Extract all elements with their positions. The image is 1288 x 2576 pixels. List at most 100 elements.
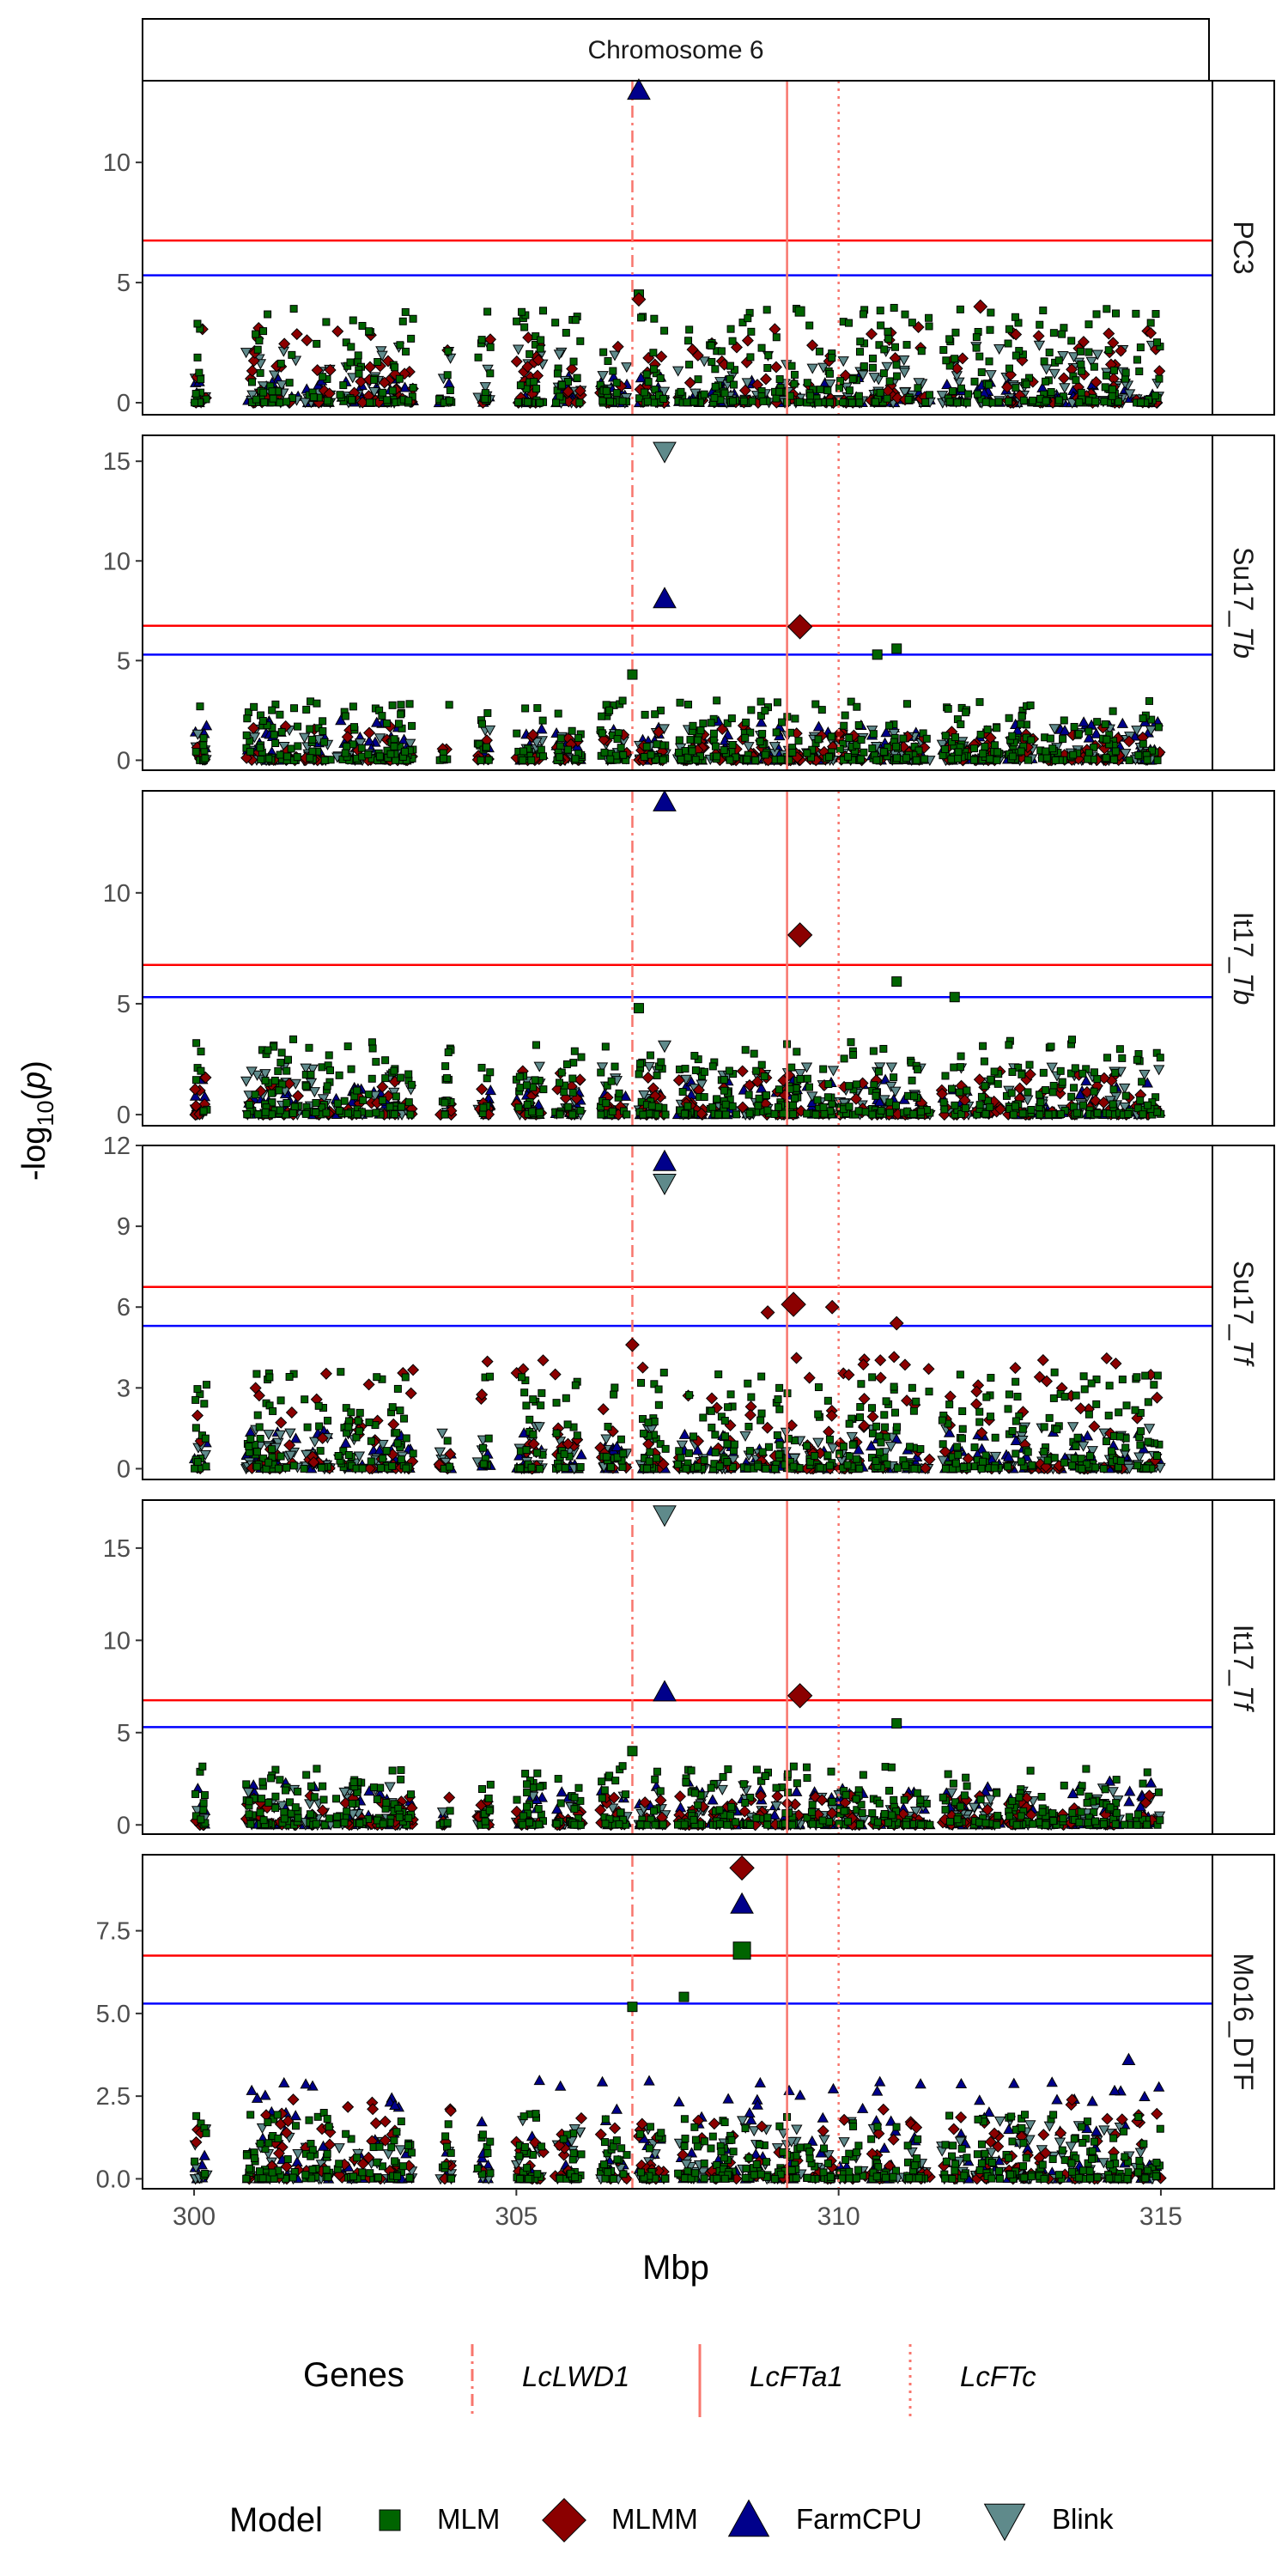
snp-point-mlm <box>605 706 614 714</box>
snp-point-mlm <box>1008 1426 1017 1435</box>
snp-point-mlm <box>726 1390 735 1399</box>
snp-point-mlm <box>523 1101 532 1109</box>
peak-point-mlm <box>949 992 960 1003</box>
snp-point-mlm <box>538 752 547 761</box>
snp-point-mlm <box>1012 1449 1020 1458</box>
snp-point-mlm <box>806 1457 815 1466</box>
snp-point-mlm <box>1017 747 1025 756</box>
snp-point-mlm <box>993 724 1001 732</box>
snp-point-mlm <box>365 1109 374 1118</box>
snp-point-mlm <box>979 750 987 758</box>
snp-point-mlm <box>680 1109 689 1118</box>
snp-point-mlm <box>339 381 348 390</box>
snp-point-mlm <box>290 1103 299 1111</box>
snp-point-blink <box>1152 1065 1165 1076</box>
snp-point-mlmm <box>476 1083 489 1096</box>
snp-point-mlm <box>890 1073 898 1082</box>
snp-point-mlm <box>571 316 580 325</box>
snp-point-mlm <box>985 357 993 366</box>
snp-point-mlm <box>551 319 560 327</box>
snp-point-mlm <box>325 1051 333 1060</box>
snp-point-mlm <box>957 1434 966 1443</box>
snp-point-mlm <box>855 1464 864 1473</box>
peak-point-mlm <box>891 643 902 654</box>
snp-point-mlm <box>319 738 328 746</box>
snp-point-mlm <box>306 754 314 762</box>
snp-point-mlm <box>827 732 835 741</box>
snp-point-mlmm <box>285 1406 298 1419</box>
snp-point-mlm <box>739 397 748 405</box>
snp-point-mlm <box>305 1043 313 1052</box>
snp-point-mlm <box>576 337 585 345</box>
snp-point-mlmm <box>803 1371 816 1384</box>
snp-point-mlm <box>252 1462 261 1471</box>
snp-point-mlm <box>711 742 720 750</box>
snp-point-mlm <box>1139 714 1147 723</box>
snp-point-mlm <box>957 1052 965 1060</box>
snp-point-mlm <box>441 1062 450 1071</box>
snp-point-mlm <box>721 1100 730 1109</box>
snp-point-mlm <box>553 369 562 378</box>
snp-point-mlm <box>408 392 416 401</box>
snp-point-mlmm <box>240 751 253 764</box>
snp-point-mlm <box>746 353 755 361</box>
snp-point-mlm <box>598 397 607 405</box>
snp-point-mlm <box>576 1106 585 1115</box>
snp-point-mlm <box>654 1103 663 1111</box>
snp-point-mlm <box>951 355 959 363</box>
snp-point-mlm <box>839 1443 848 1451</box>
snp-point-farmcpu <box>865 1440 878 1451</box>
snp-point-mlmm <box>957 352 969 365</box>
snp-point-blink <box>898 387 911 398</box>
snp-point-mlm <box>761 707 769 715</box>
snp-point-mlm <box>604 1422 612 1431</box>
y-tick-label: 6 <box>117 1294 131 1321</box>
snp-point-mlm <box>255 337 264 345</box>
snp-point-mlm <box>893 372 902 380</box>
snp-point-mlmm <box>307 1455 320 1468</box>
snp-point-mlmm <box>874 1371 887 1384</box>
snp-point-mlm <box>612 389 621 398</box>
snp-point-mlm <box>643 1464 652 1473</box>
snp-point-mlm <box>1039 1068 1048 1077</box>
snp-point-mlm <box>271 738 280 747</box>
snp-point-mlm <box>709 729 718 738</box>
snp-point-mlm <box>708 357 716 366</box>
snp-point-mlm <box>883 394 891 403</box>
snp-point-mlm <box>283 1055 292 1064</box>
snp-point-mlm <box>486 369 495 378</box>
snp-point-mlm <box>606 1463 615 1472</box>
snp-point-mlm <box>1022 380 1030 389</box>
snp-point-mlm <box>1059 735 1067 744</box>
snp-point-mlm <box>324 1416 332 1425</box>
snp-point-mlm <box>287 744 295 753</box>
snp-point-mlm <box>677 387 685 396</box>
snp-point-mlm <box>656 1440 665 1449</box>
snp-point-mlm <box>530 378 538 386</box>
snp-point-mlm <box>354 1417 362 1425</box>
y-tick-label: 0 <box>117 390 131 417</box>
snp-point-blink <box>263 1430 275 1441</box>
snp-point-mlm <box>201 1434 210 1443</box>
snp-point-mlm <box>532 1041 540 1049</box>
snp-point-mlm <box>1135 367 1144 375</box>
snp-point-mlmm <box>1090 375 1103 388</box>
snp-point-mlmm <box>744 1408 756 1421</box>
snp-point-mlm <box>814 1410 823 1419</box>
snp-point-mlm <box>912 1397 920 1406</box>
snp-point-mlm <box>747 1393 756 1401</box>
snp-point-mlm <box>790 380 799 388</box>
snp-point-mlmm <box>1077 336 1090 349</box>
snp-point-mlm <box>392 1429 401 1437</box>
snp-point-mlm <box>1090 1087 1098 1096</box>
snp-point-blink <box>284 1428 296 1439</box>
snp-point-mlm <box>191 1464 199 1473</box>
snp-point-mlmm <box>874 1354 887 1367</box>
snp-point-mlm <box>653 1071 661 1079</box>
snp-point-mlm <box>715 1462 724 1471</box>
snp-point-mlm <box>1138 1078 1146 1086</box>
snp-point-mlm <box>611 1383 619 1392</box>
snp-point-mlm <box>405 700 414 708</box>
snp-point-mlm <box>940 1105 949 1114</box>
snp-point-mlm <box>723 719 732 727</box>
